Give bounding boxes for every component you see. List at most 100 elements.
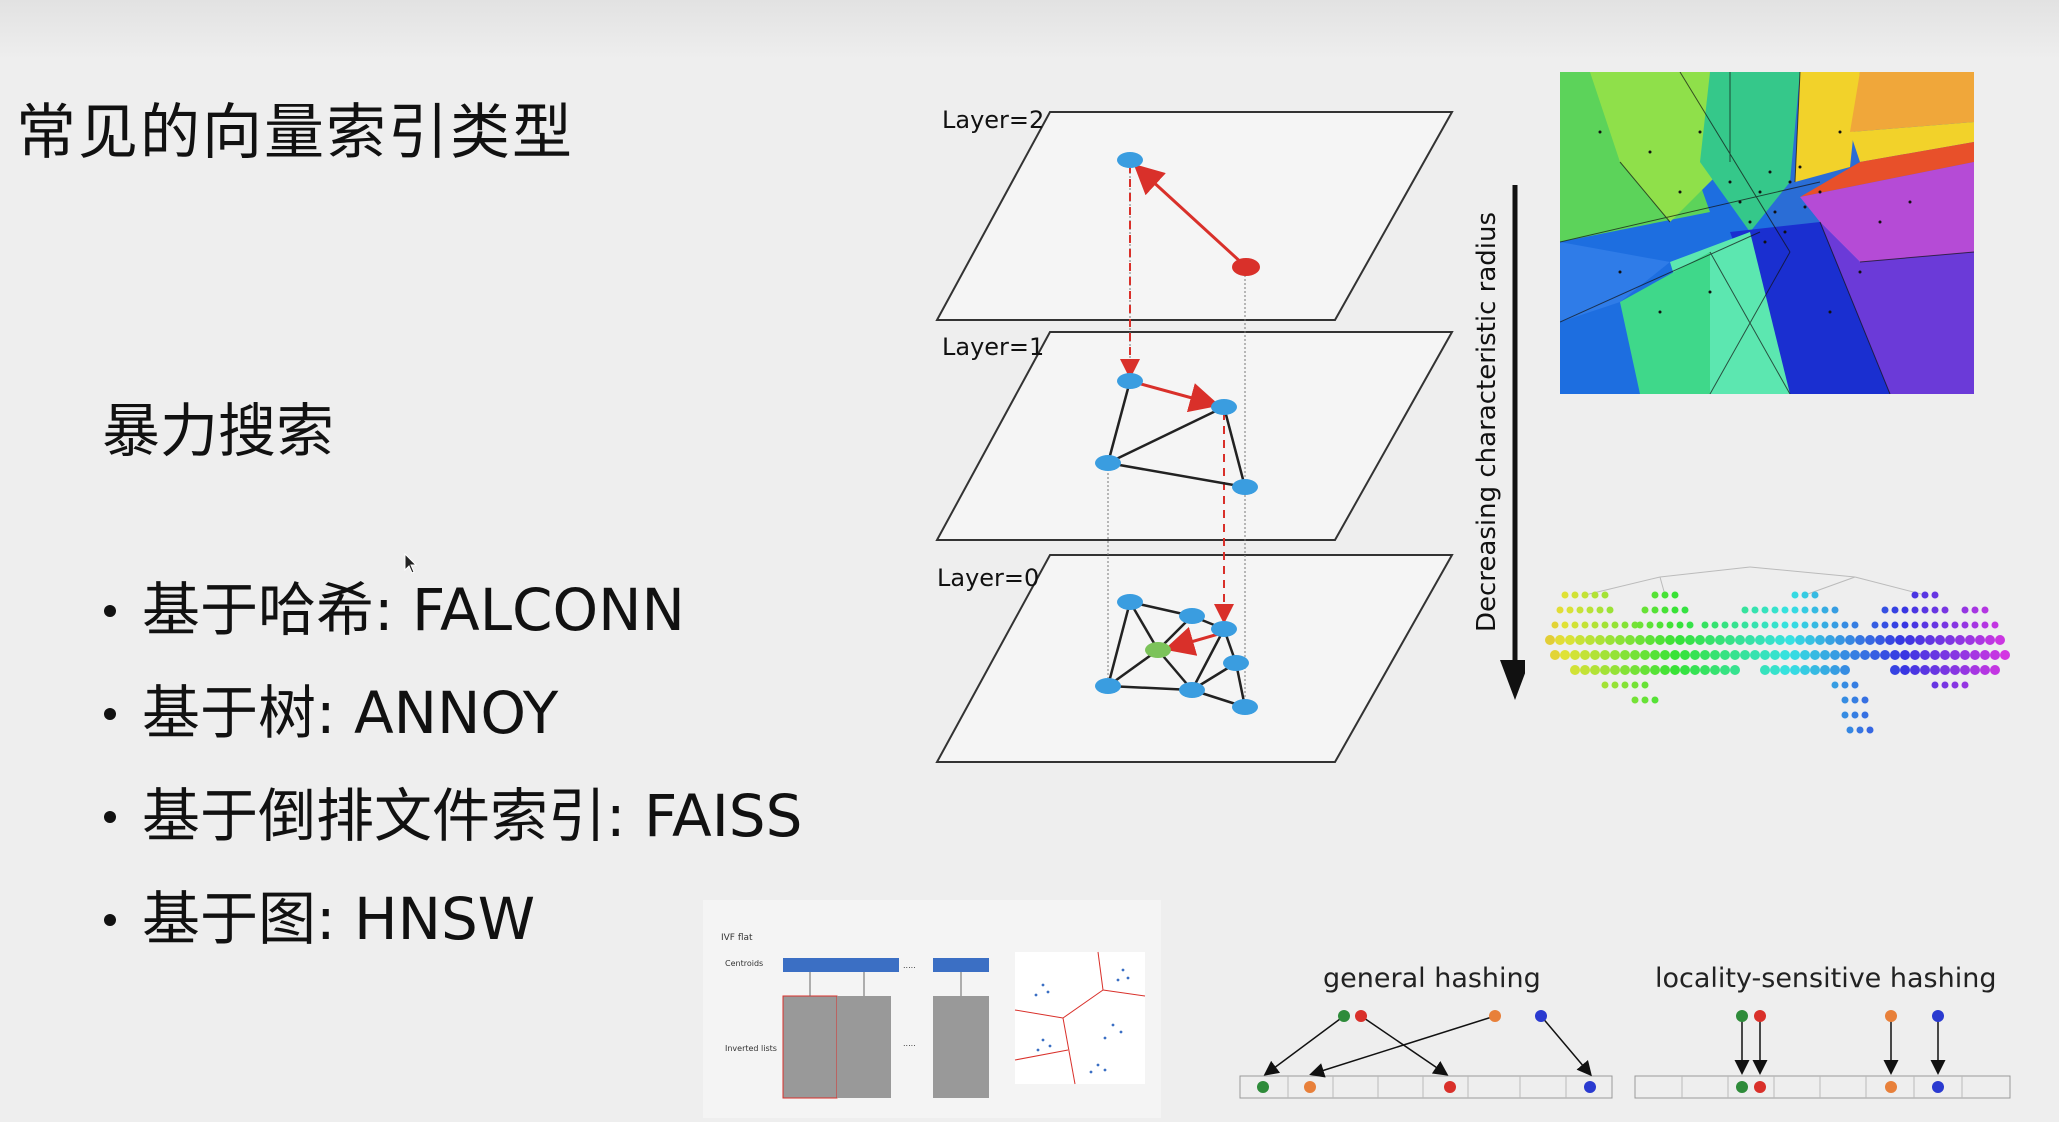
cluster-dot <box>1990 665 2000 675</box>
cluster-dot <box>1935 635 1945 645</box>
cluster-dot <box>1911 591 1919 599</box>
node <box>1117 594 1143 610</box>
cluster-tree-image <box>1545 566 2010 734</box>
cluster-dot <box>1775 635 1785 645</box>
mouse-pointer-icon <box>404 553 418 574</box>
cluster-dot <box>1760 665 1770 675</box>
list-item-label: 基于哈希: FALCONN <box>142 576 685 644</box>
cluster-dot <box>1951 681 1959 689</box>
cluster-dot <box>1921 621 1929 629</box>
cluster-dot <box>1771 606 1779 614</box>
cluster-dot <box>1795 635 1805 645</box>
cluster-dot <box>1811 606 1819 614</box>
cluster-dot <box>1660 665 1670 675</box>
cluster-dot <box>1576 606 1584 614</box>
node <box>1211 399 1237 415</box>
cluster-dot <box>1841 711 1849 719</box>
brute-force-heading: 暴力搜索 <box>102 397 335 465</box>
cluster-dot <box>1656 621 1664 629</box>
cluster-dot <box>1761 606 1769 614</box>
cluster-dot <box>1830 665 1840 675</box>
cluster-dot <box>1551 621 1559 629</box>
cluster-dot <box>1881 621 1889 629</box>
cluster-dot <box>1800 665 1810 675</box>
cluster-dot <box>1791 591 1799 599</box>
cluster-dot <box>1601 621 1609 629</box>
cluster-dot <box>1851 711 1859 719</box>
cluster-dot <box>1700 665 1710 675</box>
cluster-dot <box>1586 606 1594 614</box>
cluster-dot <box>1895 635 1905 645</box>
cluster-dot <box>1720 650 1730 660</box>
cluster-dot <box>1581 591 1589 599</box>
cluster-dot <box>1621 621 1629 629</box>
cluster-dot <box>1890 650 1900 660</box>
cluster-dot <box>1951 621 1959 629</box>
bullet-dot-icon <box>104 708 116 720</box>
cluster-dot <box>1931 606 1939 614</box>
layer-0-plane <box>935 554 1454 763</box>
cluster-dot <box>1961 681 1969 689</box>
cluster-dot <box>1891 621 1899 629</box>
cluster-dot <box>1865 635 1875 645</box>
cluster-dot <box>1670 650 1680 660</box>
cluster-dot <box>1585 635 1595 645</box>
cluster-dot <box>1596 606 1604 614</box>
cluster-dot <box>1760 650 1770 660</box>
cluster-dot <box>1650 665 1660 675</box>
cluster-dot <box>1841 696 1849 704</box>
cluster-dot <box>1640 665 1650 675</box>
cluster-dot <box>1591 591 1599 599</box>
cluster-dot <box>1905 635 1915 645</box>
cluster-dot <box>1861 696 1869 704</box>
cluster-dot <box>1851 621 1859 629</box>
cluster-dot <box>1690 650 1700 660</box>
cluster-dot <box>1801 621 1809 629</box>
cluster-dot <box>1575 635 1585 645</box>
cluster-dot <box>1875 635 1885 645</box>
cluster-dot <box>1920 665 1930 675</box>
general-hashing-label: general hashing <box>1323 963 1541 994</box>
cluster-dot <box>1591 621 1599 629</box>
cluster-dot <box>1801 591 1809 599</box>
cluster-dot <box>1560 650 1570 660</box>
cluster-dot <box>1751 621 1759 629</box>
cluster-dot <box>1961 606 1969 614</box>
cluster-dot <box>1825 635 1835 645</box>
hnsw-layer-diagram: Layer=2 Layer=1 Layer=0 <box>935 106 1525 763</box>
cluster-dot <box>1741 621 1749 629</box>
cluster-dot <box>1811 621 1819 629</box>
cluster-dot <box>1981 606 1989 614</box>
cluster-dot <box>1950 650 1960 660</box>
cluster-dot <box>1870 650 1880 660</box>
cluster-dot <box>1980 665 1990 675</box>
layer-label: Layer=2 <box>942 106 1044 134</box>
cluster-dot <box>1831 606 1839 614</box>
cluster-dot <box>1941 681 1949 689</box>
cluster-dot <box>1945 635 1955 645</box>
cluster-dot <box>1671 606 1679 614</box>
cluster-dot <box>1981 621 1989 629</box>
cluster-dot <box>1921 591 1929 599</box>
cluster-dot <box>1701 621 1709 629</box>
cluster-dot <box>1891 606 1899 614</box>
cluster-dot <box>1686 621 1694 629</box>
cluster-dot <box>1910 650 1920 660</box>
cluster-dot <box>1911 621 1919 629</box>
node <box>1223 655 1249 671</box>
cluster-dot <box>1745 635 1755 645</box>
cluster-dot <box>1860 650 1870 660</box>
cluster-dot <box>1571 621 1579 629</box>
cluster-dot <box>1635 635 1645 645</box>
cluster-dot <box>1630 650 1640 660</box>
cluster-dot <box>1855 635 1865 645</box>
cluster-dot <box>1851 696 1859 704</box>
cluster-dot <box>1580 650 1590 660</box>
cluster-dot <box>1821 621 1829 629</box>
cluster-dot <box>1740 650 1750 660</box>
index-type-list: 基于哈希: FALCONN 基于树: ANNOY 基于倒排文件索引: FAISS… <box>98 575 802 987</box>
cluster-dot <box>1665 635 1675 645</box>
cluster-dot <box>1821 606 1829 614</box>
cluster-dot <box>1930 665 1940 675</box>
cluster-dot <box>1641 696 1649 704</box>
